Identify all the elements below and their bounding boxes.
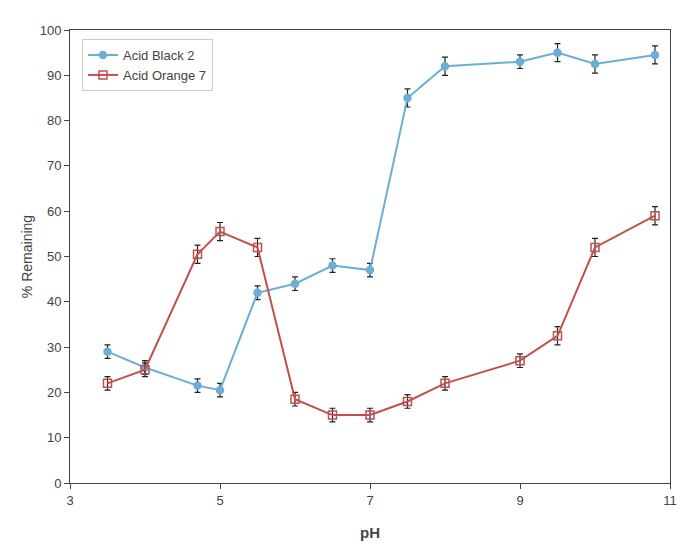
svg-text:5: 5 (216, 493, 223, 508)
svg-text:50: 50 (47, 249, 61, 264)
svg-text:pH: pH (360, 524, 380, 541)
svg-text:90: 90 (47, 68, 61, 83)
svg-text:80: 80 (47, 113, 61, 128)
svg-text:60: 60 (47, 204, 61, 219)
svg-text:7: 7 (366, 493, 373, 508)
svg-text:Acid Orange 7: Acid Orange 7 (123, 68, 206, 83)
svg-text:10: 10 (47, 430, 61, 445)
svg-text:70: 70 (47, 158, 61, 173)
svg-text:Acid Black 2: Acid Black 2 (123, 48, 195, 63)
svg-text:11: 11 (663, 493, 677, 508)
svg-text:40: 40 (47, 294, 61, 309)
svg-text:0: 0 (54, 476, 61, 491)
svg-text:% Remaining: % Remaining (19, 215, 35, 298)
svg-text:3: 3 (66, 493, 73, 508)
svg-text:30: 30 (47, 340, 61, 355)
svg-text:9: 9 (516, 493, 523, 508)
svg-text:20: 20 (47, 385, 61, 400)
svg-text:100: 100 (40, 23, 62, 38)
